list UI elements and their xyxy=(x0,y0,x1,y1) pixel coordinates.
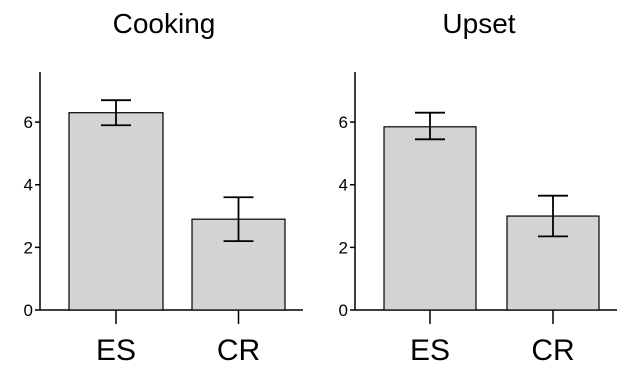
y-tick-label: 4 xyxy=(24,176,33,195)
y-tick-label: 2 xyxy=(24,238,33,257)
bar xyxy=(383,126,477,311)
panel-cooking: Cooking 0 2 4 6 ES CR xyxy=(24,8,303,367)
chart-title: Cooking xyxy=(113,8,216,39)
y-tick-label: 6 xyxy=(24,113,33,132)
y-tick-label: 4 xyxy=(339,176,348,195)
y-tick-label: 0 xyxy=(339,301,348,320)
x-tick-label: ES xyxy=(410,334,450,367)
panel-upset: Upset 0 2 4 6 ES CR xyxy=(339,8,617,367)
x-tick-label: CR xyxy=(531,334,574,367)
y-tick-label: 0 xyxy=(24,301,33,320)
x-tick-label: CR xyxy=(217,334,260,367)
y-tick-label: 6 xyxy=(339,113,348,132)
x-tick-label: ES xyxy=(96,334,136,367)
chart-title: Upset xyxy=(442,8,515,39)
y-tick-label: 2 xyxy=(339,238,348,257)
bar xyxy=(68,112,164,311)
